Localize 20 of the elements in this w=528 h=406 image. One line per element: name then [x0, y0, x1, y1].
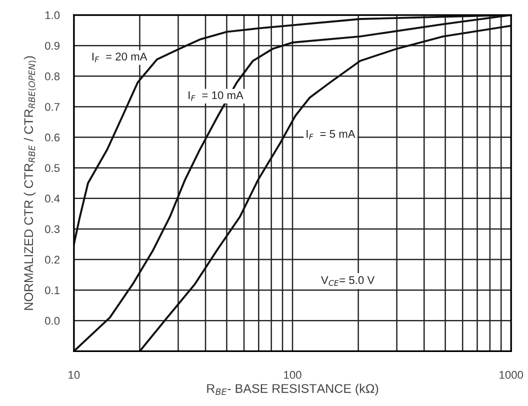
x-tick-label: 10	[68, 370, 80, 379]
series-label: I$_{F}$ = 10 mA	[188, 91, 244, 101]
x-tick-label: 100	[284, 370, 302, 379]
y-tick-label: 0.9	[45, 42, 60, 50]
y-tick-label: 0.3	[45, 225, 60, 234]
series-label: I$_{F}$ = 20 mA	[92, 52, 148, 62]
y-axis-title: NORMALIZED CTR ( CTR$_{RBE}$ / CTR$_{RBE(OPEN)}$)	[24, 56, 36, 310]
x-axis-title: R$_{BE}$- BASE RESISTANCE (kΩ)	[207, 384, 378, 396]
y-tick-label: 0.6	[45, 134, 60, 142]
y-tick-label: 0.8	[45, 72, 60, 80]
y-tick-label: 0.7	[45, 102, 60, 111]
y-tick-label: 0.2	[45, 256, 60, 264]
x-tick-label: 1000	[500, 370, 524, 379]
annotation: V$_{CE}$= 5.0 V	[320, 276, 375, 286]
y-tick-label: 0.5	[45, 164, 60, 172]
y-tick-label: 0.4	[45, 194, 60, 203]
y-tick-label: 0.1	[45, 286, 60, 294]
series-label: I$_{F}$ = 5 mA	[306, 130, 356, 140]
y-tick-label: 0.0	[45, 316, 60, 325]
y-tick-label: 1.0	[45, 11, 60, 20]
